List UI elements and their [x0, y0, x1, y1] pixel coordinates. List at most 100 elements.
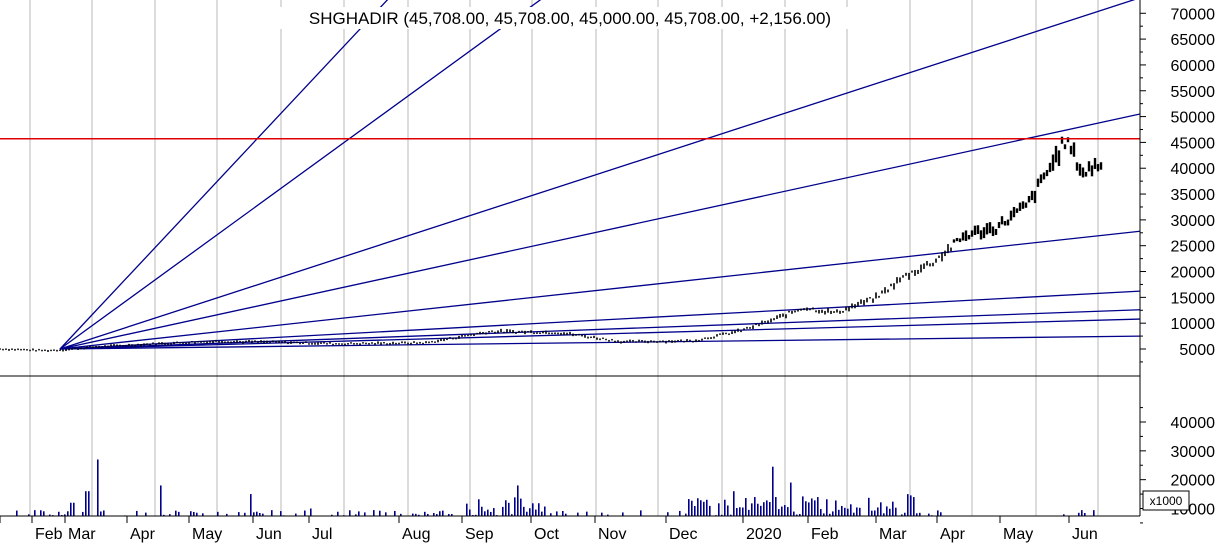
price-candle	[275, 341, 277, 343]
price-candle	[1000, 216, 1004, 225]
volume-bar	[859, 507, 861, 516]
volume-bar	[415, 513, 417, 516]
volume-bar	[790, 482, 792, 516]
price-candle	[668, 340, 670, 342]
price-candle	[8, 348, 10, 351]
price-tick-label: 30000	[1171, 213, 1216, 230]
volume-bar	[820, 509, 822, 516]
volume-bar	[721, 514, 723, 516]
volume-bar	[310, 508, 312, 516]
price-candle	[866, 297, 868, 303]
volume-bar	[97, 459, 99, 516]
time-tick-label: Aug	[402, 526, 430, 543]
price-candle	[341, 343, 343, 345]
time-tick-label: Feb	[811, 526, 839, 543]
price-candle	[938, 255, 940, 258]
volume-bar	[484, 511, 486, 516]
price-candle	[452, 337, 454, 340]
price-candle	[746, 326, 748, 329]
volume-bar	[253, 512, 255, 516]
price-candle	[545, 330, 547, 334]
price-candle	[824, 310, 826, 315]
price-candle	[422, 342, 424, 345]
volume-bar	[784, 505, 786, 516]
volume-bar	[67, 511, 69, 516]
time-tick-label: 2020	[746, 526, 782, 543]
price-candle	[991, 226, 995, 237]
price-candle	[14, 348, 16, 351]
price-candle	[632, 340, 634, 342]
volume-bar	[910, 495, 912, 516]
price-candle	[467, 334, 469, 337]
price-candle	[431, 340, 433, 343]
price-candle	[416, 342, 418, 344]
volume-bar	[70, 502, 72, 516]
time-tick-label: Jun	[256, 526, 282, 543]
volume-bar	[295, 513, 297, 516]
time-tick-label: Jul	[312, 526, 332, 543]
price-candle	[1033, 190, 1037, 204]
volume-tick-label: 40000	[1171, 415, 1216, 432]
gann-fan-line	[59, 0, 1136, 350]
price-candle	[1066, 137, 1070, 143]
volume-bar	[244, 512, 246, 516]
price-candle	[383, 341, 385, 344]
price-candle	[284, 340, 286, 343]
volume-bar	[1081, 510, 1083, 516]
price-candle	[812, 307, 814, 310]
price-candle	[395, 342, 397, 345]
volume-bar	[565, 513, 567, 516]
price-candle	[836, 309, 838, 313]
price-candle	[83, 347, 85, 350]
volume-bar	[901, 514, 903, 516]
price-candle	[200, 341, 202, 343]
price-candle	[335, 343, 337, 345]
volume-bar	[892, 501, 894, 516]
price-candle	[158, 342, 160, 345]
price-candle	[53, 349, 55, 351]
price-candle	[560, 332, 562, 335]
price-candle	[827, 307, 829, 313]
price-candle	[740, 330, 742, 333]
price-candle	[614, 340, 616, 343]
time-tick-label: Sep	[465, 526, 494, 543]
price-candle	[926, 261, 928, 266]
volume-bar	[136, 510, 138, 516]
volume-bar	[1078, 512, 1080, 516]
volume-bar	[358, 511, 360, 516]
volume-bar	[871, 510, 873, 516]
price-candle	[815, 310, 817, 313]
volume-bar	[757, 503, 759, 516]
price-candle	[1015, 208, 1019, 213]
price-candle	[437, 339, 439, 343]
volume-bar	[427, 513, 429, 516]
price-candle	[785, 314, 787, 319]
volume-bar	[904, 512, 906, 516]
volume-bar	[103, 510, 105, 516]
price-candle	[704, 337, 706, 339]
price-candle	[650, 340, 652, 343]
price-candle	[497, 330, 499, 334]
price-candle	[404, 341, 406, 344]
price-candle	[398, 342, 400, 345]
gann-fan-line	[59, 309, 1140, 350]
price-candle	[698, 339, 700, 342]
price-candle	[716, 334, 718, 337]
price-candle	[587, 336, 589, 339]
volume-bar	[844, 507, 846, 516]
price-candle	[146, 343, 148, 345]
volume-bar	[475, 514, 477, 516]
price-candle	[524, 330, 526, 335]
volume-bar	[883, 513, 885, 516]
price-candle	[263, 340, 265, 344]
volume-bar	[772, 466, 774, 516]
price-candle	[731, 331, 733, 335]
price-candle	[905, 272, 907, 276]
price-candle	[593, 335, 595, 339]
price-tick-label: 40000	[1171, 161, 1216, 178]
volume-bar	[43, 511, 45, 516]
volume-bar	[532, 503, 534, 516]
price-candle	[656, 341, 658, 343]
price-candle	[803, 308, 805, 311]
